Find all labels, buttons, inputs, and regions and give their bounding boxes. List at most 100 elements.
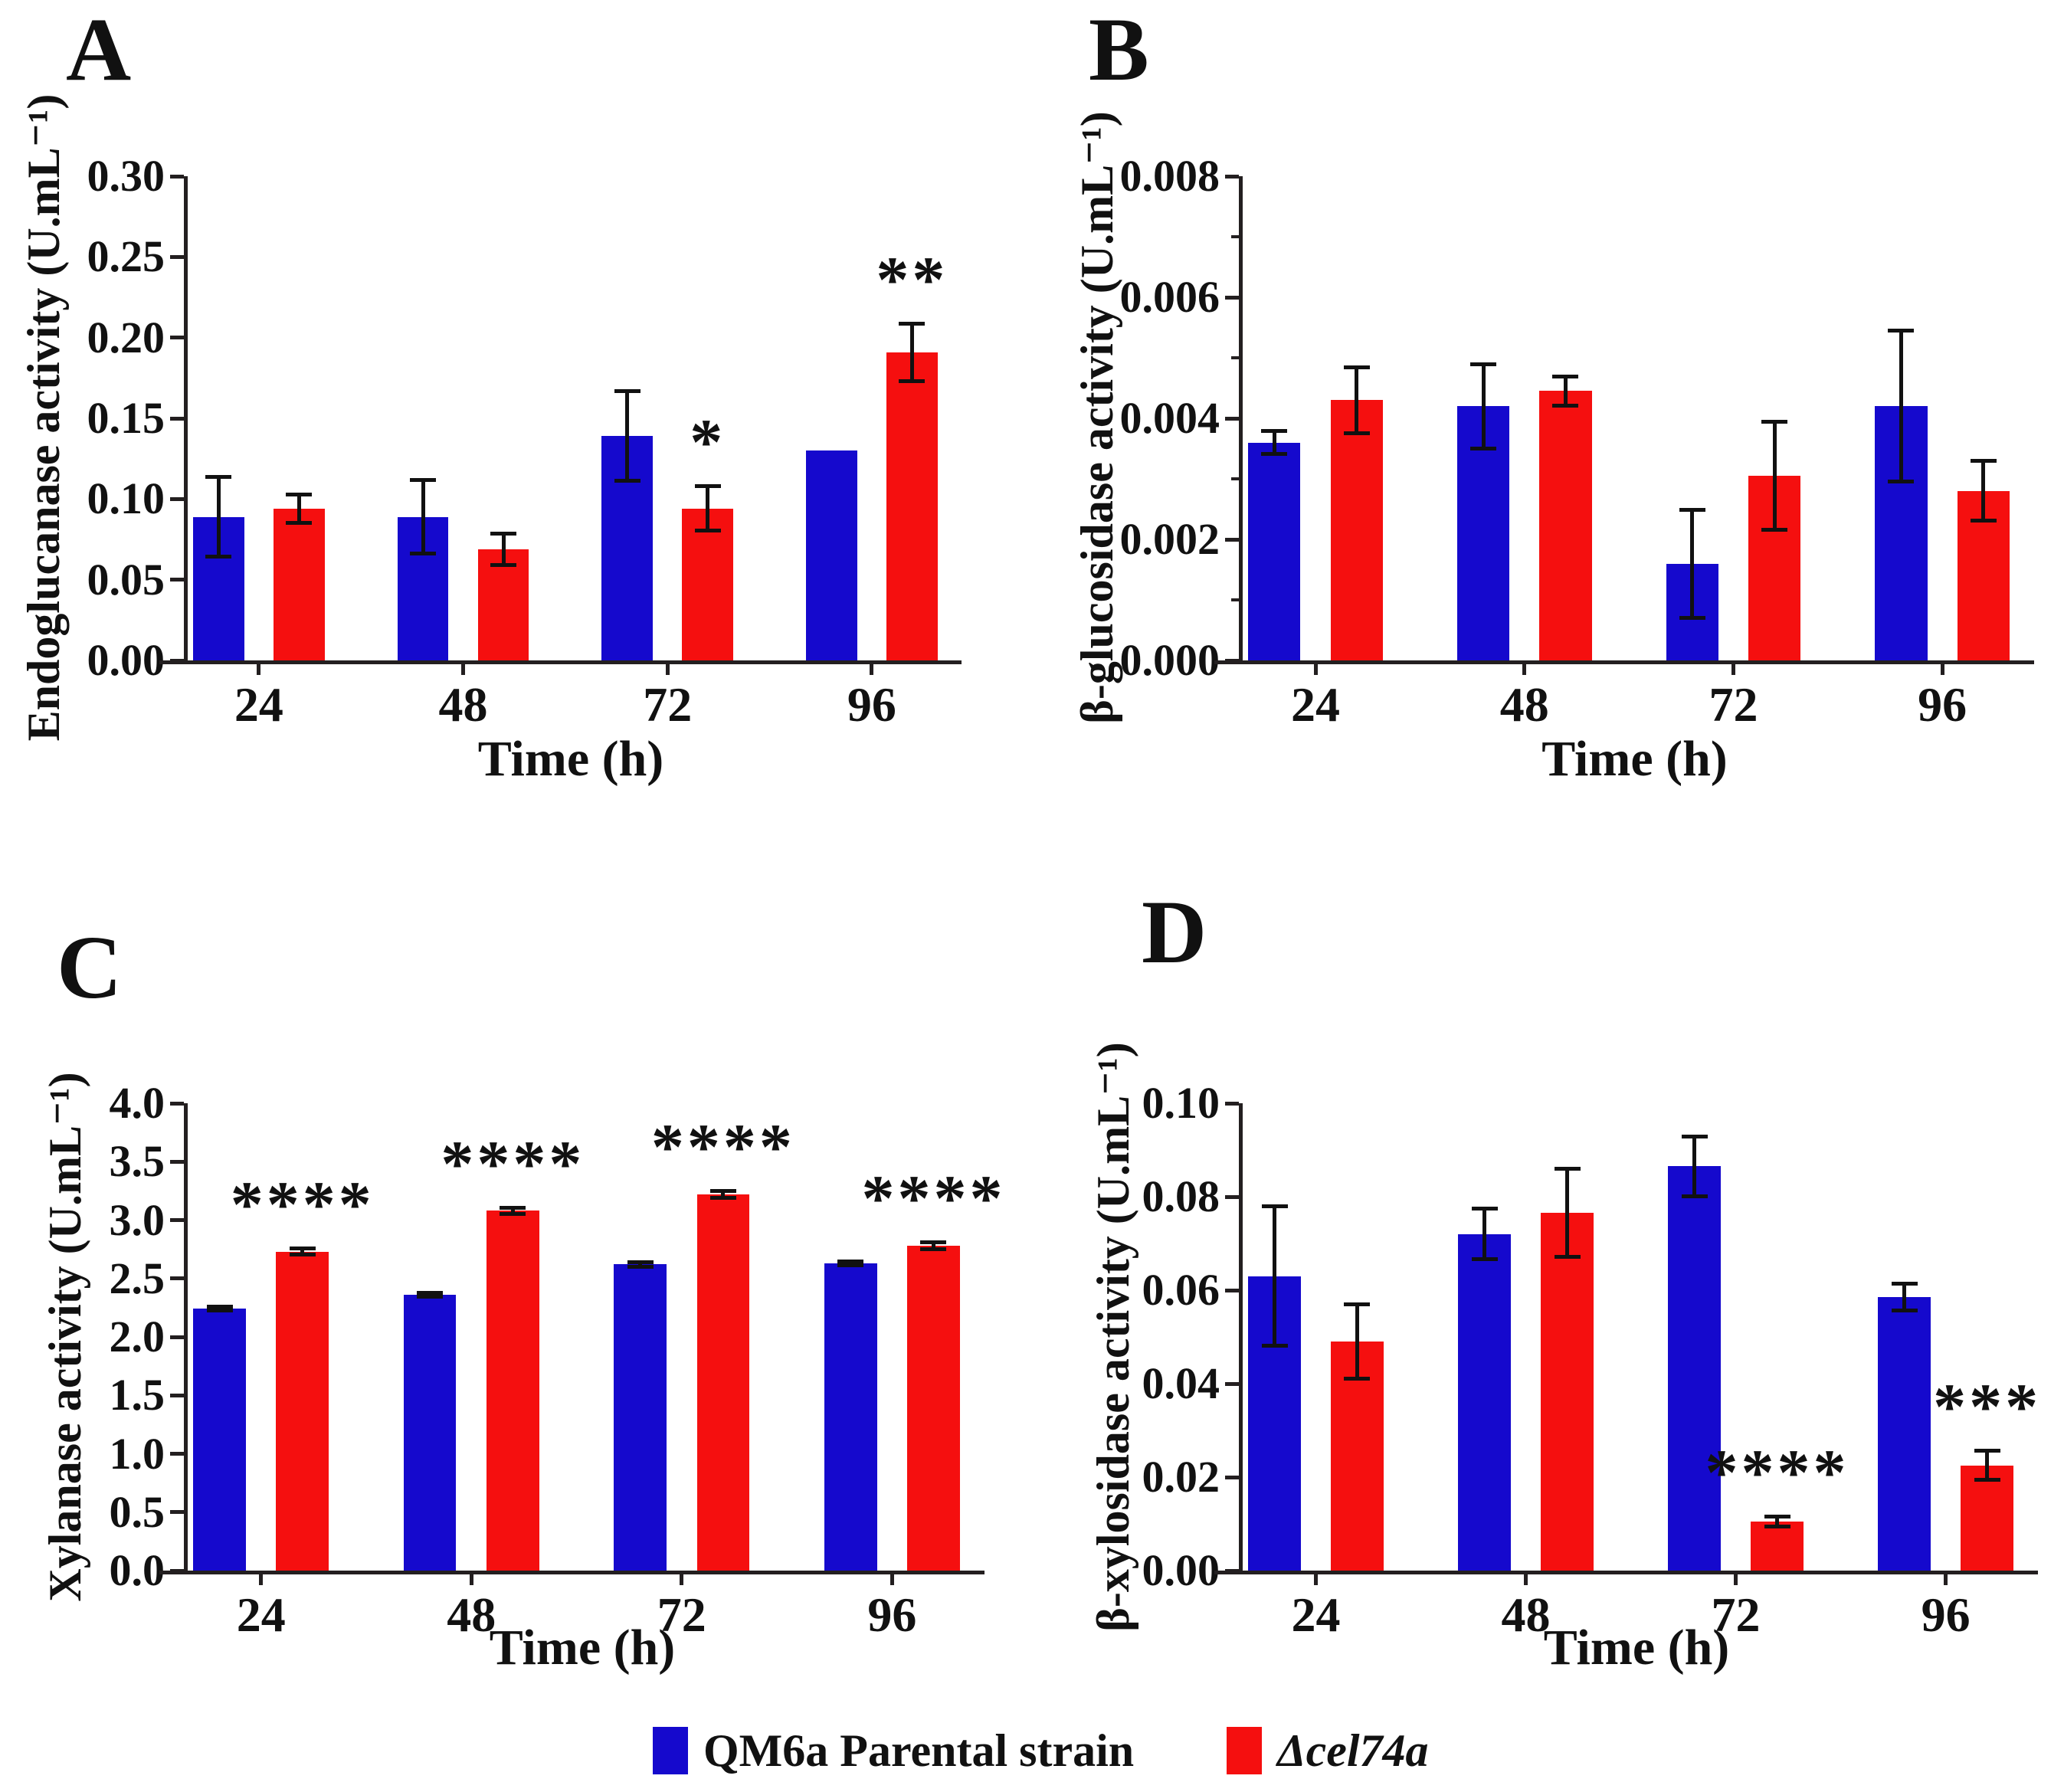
error-bar-qm6a-72h: [638, 1262, 643, 1267]
error-bar-qm6a-48h: [421, 480, 425, 554]
y-tick-label: 0.00: [1142, 1545, 1220, 1595]
error-cap-top: [1471, 1207, 1498, 1211]
error-cap-top: [1888, 329, 1915, 333]
error-bar-cel74a-96h: [931, 1242, 935, 1250]
error-cap-bottom: [490, 562, 517, 567]
y-tick: [170, 578, 184, 582]
plot-area-beta-xylosidase: 0.00 0.02 0.04 0.06 0.08 0.10 24 48 72 96 **** ***: [1142, 1081, 2039, 1640]
y-tick-label: 4.0: [109, 1078, 165, 1128]
bar-qm6a-24h: [1248, 442, 1301, 660]
y-tick: [170, 1218, 184, 1222]
y-tick: [1225, 1568, 1239, 1573]
panel-letter-c: C: [57, 917, 123, 1017]
y-tick-label: 0.10: [1142, 1078, 1220, 1128]
error-cap-bottom: [1470, 446, 1497, 450]
error-cap-bottom: [1974, 1478, 2000, 1482]
bar-qm6a-96h: [805, 450, 857, 660]
x-tick-label: 72: [643, 677, 693, 732]
bar-cel74a-72h: [696, 1194, 750, 1571]
error-bar-qm6a-24h: [1273, 1206, 1277, 1347]
error-cap-top: [490, 531, 517, 536]
panel-letter-d: D: [1142, 882, 1207, 982]
significance-96h: ****: [861, 1161, 1006, 1236]
error-cap-top: [410, 478, 437, 483]
error-bar-qm6a-48h: [1482, 1208, 1487, 1260]
legend-swatch-blue: [653, 1727, 688, 1774]
x-tick-label: 48: [447, 1587, 496, 1642]
error-bar-qm6a-96h: [1902, 1283, 1907, 1312]
x-axis-title-b: Time (h): [1541, 731, 1728, 787]
error-bar-qm6a-48h: [428, 1292, 432, 1298]
error-bar-cel74a-24h: [296, 494, 301, 523]
y-tick-label: 2.0: [109, 1312, 165, 1361]
error-cap-bottom: [899, 378, 926, 383]
error-bar-cel74a-72h: [1772, 421, 1777, 531]
error-cap-top: [205, 474, 232, 479]
x-tick: [461, 664, 466, 675]
y-tick: [1225, 658, 1239, 663]
error-cap-top: [206, 1305, 233, 1309]
error-cap-top: [1970, 459, 1997, 464]
x-tick-label: 48: [1501, 1587, 1551, 1642]
error-cap-top: [1761, 419, 1788, 424]
y-minor-tick: [1231, 356, 1239, 359]
plot-area-xylanase: 0.0 0.5 1.0 1.5 2.0 2.5 3.0 3.5 4.0 24 48 72 96 **** *…: [110, 1081, 1003, 1640]
significance-96h: **: [876, 242, 948, 316]
error-cap-bottom: [1344, 1376, 1371, 1381]
error-cap-bottom: [205, 555, 232, 559]
error-cap-bottom: [614, 479, 640, 483]
error-cap-top: [920, 1240, 947, 1245]
error-cap-top: [899, 321, 926, 326]
x-tick-label: 48: [1499, 677, 1549, 732]
y-tick: [1225, 174, 1239, 179]
y-tick-label: 0.004: [1119, 393, 1220, 443]
bar-cel74a-48h: [477, 549, 529, 660]
panel-letter-a: A: [66, 0, 132, 100]
error-cap-top: [1343, 365, 1370, 369]
error-bar-cel74a-96h: [1985, 1450, 1990, 1481]
error-cap-bottom: [1343, 431, 1370, 435]
error-cap-top: [1261, 1204, 1288, 1209]
y-tick: [170, 1393, 184, 1397]
error-cap-bottom: [1764, 1525, 1790, 1529]
x-tick-label: 24: [1291, 677, 1341, 732]
y-tick: [170, 496, 184, 501]
error-cap-bottom: [206, 1309, 233, 1313]
error-bar-qm6a-96h: [1899, 330, 1903, 482]
bar-qm6a-48h: [403, 1295, 457, 1571]
panel-letter-b: B: [1089, 0, 1149, 100]
plot-area-beta-glucosidase: 0.000 0.002 0.004 0.006 0.008 24 48 72 96: [1120, 154, 2034, 729]
y-tick: [170, 658, 184, 663]
bar-cel74a-96h: [886, 352, 938, 660]
error-bar-cel74a-48h: [1563, 375, 1568, 407]
significance-72h: ****: [650, 1110, 795, 1184]
significance-24h: ****: [230, 1168, 375, 1242]
y-tick: [1225, 416, 1239, 421]
error-cap-top: [1344, 1302, 1371, 1307]
bar-cel74a-96h: [907, 1246, 960, 1571]
y-minor-tick: [1231, 598, 1239, 601]
bar-qm6a-72h: [614, 1264, 667, 1571]
bar-qm6a-48h: [1458, 1233, 1511, 1571]
x-tick-label: 96: [1921, 1587, 1971, 1642]
y-tick-label: 0.15: [87, 393, 165, 443]
bar-cel74a-48h: [487, 1211, 539, 1571]
bar-cel74a-24h: [1330, 400, 1383, 660]
error-cap-bottom: [286, 520, 313, 525]
error-cap-top: [837, 1259, 864, 1263]
y-tick-label: 2.5: [109, 1253, 165, 1303]
y-tick-label: 0.10: [87, 473, 165, 524]
x-tick-label: 72: [1709, 677, 1758, 732]
error-cap-top: [694, 484, 721, 489]
error-cap-top: [1891, 1281, 1918, 1286]
error-cap-bottom: [1888, 479, 1915, 483]
y-tick-label: 1.0: [109, 1428, 165, 1479]
y-tick: [170, 1101, 184, 1106]
error-cap-top: [1764, 1514, 1790, 1518]
error-bar-qm6a-72h: [1692, 1135, 1697, 1197]
error-cap-bottom: [1761, 528, 1788, 532]
y-tick: [1225, 537, 1239, 542]
y-tick: [170, 174, 184, 179]
error-cap-top: [500, 1205, 526, 1210]
significance-96h: ***: [1933, 1370, 2042, 1444]
